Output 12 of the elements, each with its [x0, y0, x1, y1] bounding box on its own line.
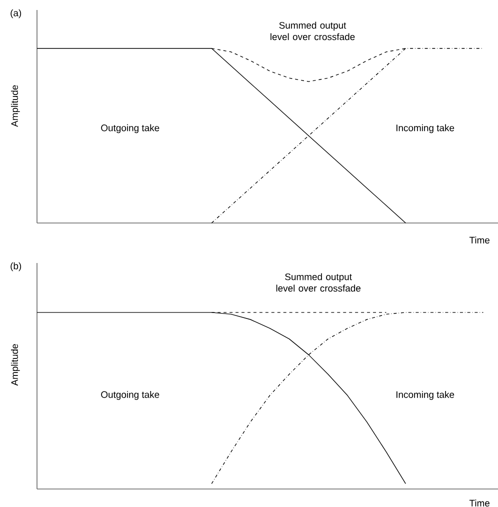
y-axis-title: Amplitude	[10, 344, 20, 386]
annotation: Incoming take	[396, 124, 454, 134]
annotation: Outgoing take	[101, 124, 160, 134]
annotation: Outgoing take	[101, 391, 160, 400]
chart-title: (a)	[10, 9, 22, 18]
x-axis-title: Time	[469, 500, 490, 506]
text: Summed output level over crossfade	[276, 273, 361, 292]
chart-title: (b)	[10, 262, 22, 272]
annotation: Incoming take	[396, 391, 454, 400]
text: Summed output level over crossfade	[270, 22, 355, 40]
x-axis-title: Time	[469, 236, 490, 244]
y-axis-title: Amplitude	[10, 85, 20, 127]
